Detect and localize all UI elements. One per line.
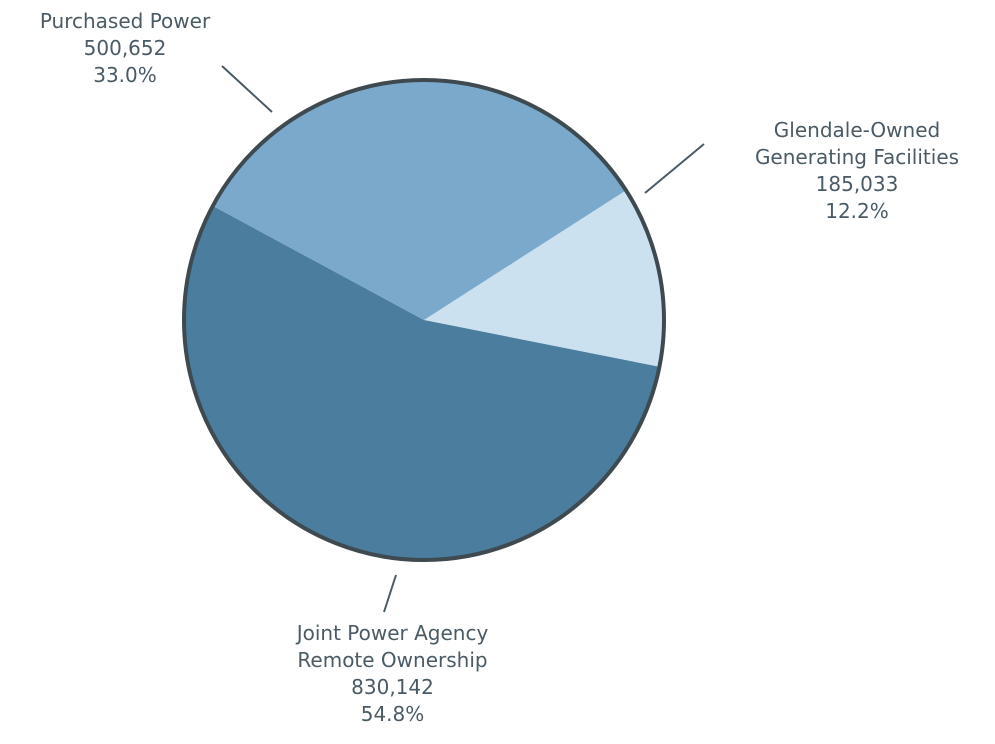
label-value: 185,033 bbox=[815, 172, 899, 196]
label-percent: 33.0% bbox=[93, 63, 157, 87]
label-name-line2: Generating Facilities bbox=[754, 145, 960, 169]
label-name-line2: Remote Ownership bbox=[297, 648, 488, 672]
pie-slice-purchased-power bbox=[212, 80, 626, 320]
slice-label-joint-power-agency: Joint Power Agency Remote Ownership 830,… bbox=[250, 620, 535, 728]
label-percent: 12.2% bbox=[825, 199, 889, 223]
slice-label-glendale-owned: Glendale-Owned Generating Facilities 185… bbox=[722, 117, 992, 225]
label-name: Purchased Power bbox=[39, 9, 211, 33]
pie-outline bbox=[182, 78, 666, 562]
leader-line-purchased bbox=[221, 65, 273, 113]
label-value: 830,142 bbox=[351, 675, 434, 699]
label-value: 500,652 bbox=[83, 36, 167, 60]
label-name-line1: Joint Power Agency bbox=[296, 621, 489, 645]
leader-line-joint bbox=[383, 574, 397, 613]
slice-label-purchased-power: Purchased Power 500,652 33.0% bbox=[0, 8, 250, 89]
label-name-line1: Glendale-Owned bbox=[773, 118, 941, 142]
leader-line-glendale bbox=[644, 143, 705, 194]
pie-slices bbox=[183, 80, 664, 561]
pie-slice-glendale-owned-generating-facilities bbox=[424, 190, 664, 367]
pie-slice-joint-power-agency-remote-ownership bbox=[183, 205, 660, 561]
label-percent: 54.8% bbox=[360, 702, 425, 726]
